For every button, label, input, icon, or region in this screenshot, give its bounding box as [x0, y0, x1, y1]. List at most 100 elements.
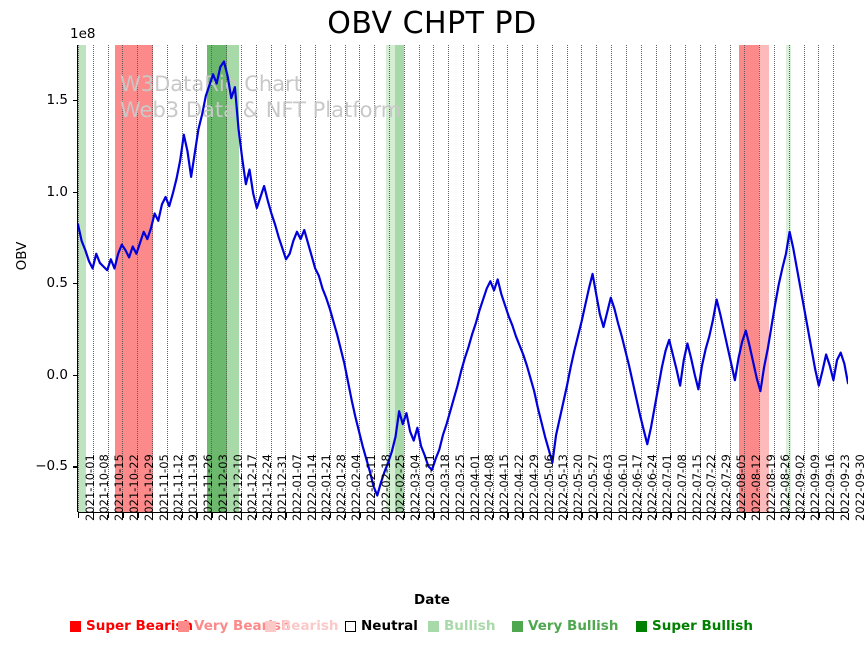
x-tick-label: 2021-11-12 [171, 454, 186, 521]
x-tick-label: 2022-01-28 [334, 454, 349, 521]
x-tick-label: 2022-04-22 [511, 454, 526, 521]
x-tick-label: 2022-04-01 [467, 454, 482, 521]
gridline [107, 45, 109, 512]
x-tick-label: 2022-09-23 [837, 454, 852, 521]
x-tick-mark [566, 513, 568, 518]
x-tick-mark [166, 513, 169, 518]
x-tick-label: 2022-07-29 [719, 454, 734, 521]
legend-item-neutral[interactable]: Neutral [345, 618, 418, 634]
legend-item-very-bullish[interactable]: Very Bullish [512, 618, 618, 634]
gridline [78, 45, 79, 512]
gridline [314, 45, 316, 512]
gridline [181, 45, 183, 512]
x-tick-mark [611, 513, 613, 518]
legend-swatch-icon [345, 620, 356, 632]
x-tick-label: 2022-03-18 [437, 454, 452, 521]
legend-item-bearish[interactable]: Bearish [265, 618, 339, 634]
x-tick-label: 2022-09-30 [852, 454, 864, 521]
legend-item-super-bullish[interactable]: Super Bullish [636, 618, 753, 634]
x-axis-label: Date [414, 592, 450, 608]
sentiment-band-very-bullish [207, 45, 228, 512]
y-tick-mark [73, 191, 78, 193]
y-tick-mark [73, 283, 78, 285]
x-tick-label: 2022-02-18 [378, 454, 393, 521]
x-tick-label: 2022-09-16 [822, 454, 837, 521]
x-tick-label: 2022-05-06 [541, 454, 556, 521]
x-tick-mark [448, 513, 450, 518]
x-tick-mark [359, 513, 361, 518]
gridline [759, 45, 761, 512]
legend-label: Very Bullish [528, 618, 619, 634]
x-tick-mark [433, 513, 435, 518]
y-axis-exponent: 1e8 [70, 26, 96, 42]
x-tick-mark [92, 513, 95, 518]
sentiment-band-bearish [758, 45, 769, 512]
gridline [211, 45, 213, 512]
gridline [137, 45, 139, 512]
x-tick-label: 2022-03-11 [423, 454, 438, 521]
x-tick-label: 2022-02-11 [363, 454, 378, 521]
gridline [344, 45, 346, 512]
legend-swatch-icon [428, 620, 439, 632]
gridline [640, 45, 642, 512]
legend-swatch-icon [636, 620, 647, 632]
gridline [492, 45, 494, 512]
x-tick-mark [477, 513, 480, 518]
gridline [818, 45, 820, 512]
y-axis-line [77, 45, 79, 512]
sentiment-band-bullish [785, 45, 791, 512]
x-tick-label: 2022-02-04 [349, 454, 364, 521]
x-tick-label: 2022-01-07 [289, 454, 304, 521]
x-tick-mark [122, 513, 124, 518]
x-tick-mark [300, 513, 302, 518]
y-tick-mark [73, 99, 78, 102]
x-tick-label: 2021-11-19 [186, 454, 201, 521]
gridline [477, 45, 479, 512]
x-tick-mark [581, 513, 583, 518]
x-tick-label: 2021-12-24 [260, 454, 275, 521]
x-tick-mark [507, 513, 509, 518]
x-tick-mark [285, 513, 287, 518]
x-tick-label: 2021-12-31 [275, 454, 289, 521]
x-tick-mark [211, 513, 213, 518]
y-tick-label: 1.5 [46, 91, 68, 108]
gridline [122, 45, 124, 512]
x-tick-label: 2022-05-20 [571, 454, 586, 521]
legend-item-bullish[interactable]: Bullish [428, 618, 495, 634]
legend-swatch-icon [178, 620, 189, 632]
page-title: OBV CHPT PD [327, 6, 537, 41]
x-tick-mark [537, 513, 539, 518]
x-tick-mark [522, 513, 524, 518]
x-tick-mark [181, 513, 183, 518]
x-tick-label: 2022-05-13 [556, 454, 571, 521]
x-tick-label: 2021-10-15 [112, 454, 127, 521]
x-tick-mark [107, 513, 109, 518]
x-tick-label: 2022-09-09 [808, 454, 823, 521]
gridline [788, 45, 790, 512]
x-tick-mark [833, 513, 835, 518]
legend-label: Super Bullish [652, 618, 753, 634]
x-tick-mark [596, 513, 598, 518]
sentiment-band-very-bearish [738, 45, 759, 512]
sentiment-band-bullish [78, 45, 86, 512]
x-tick-label: 2022-08-05 [734, 454, 749, 521]
legend-item-super-bearish[interactable]: Super Bearish [70, 618, 193, 634]
sentiment-band-bullish [386, 45, 396, 512]
x-tick-label: 2022-06-17 [630, 454, 645, 521]
sentiment-band-bullish [227, 45, 239, 512]
gridline [240, 45, 242, 512]
legend-swatch-icon [512, 620, 523, 632]
x-tick-label: 2022-07-08 [674, 454, 689, 521]
legend-label: Super Bearish [86, 618, 193, 634]
y-tick-mark [73, 466, 78, 468]
x-tick-mark [314, 513, 317, 518]
x-tick-mark [240, 513, 243, 518]
gridline [418, 45, 420, 512]
x-tick-mark [818, 513, 820, 518]
gridline [270, 45, 272, 512]
x-tick-label: 2021-12-10 [230, 454, 245, 521]
obv-line [78, 60, 848, 497]
gridline [714, 45, 716, 512]
x-tick-label: 2022-08-19 [763, 454, 778, 521]
x-tick-mark [255, 513, 257, 518]
